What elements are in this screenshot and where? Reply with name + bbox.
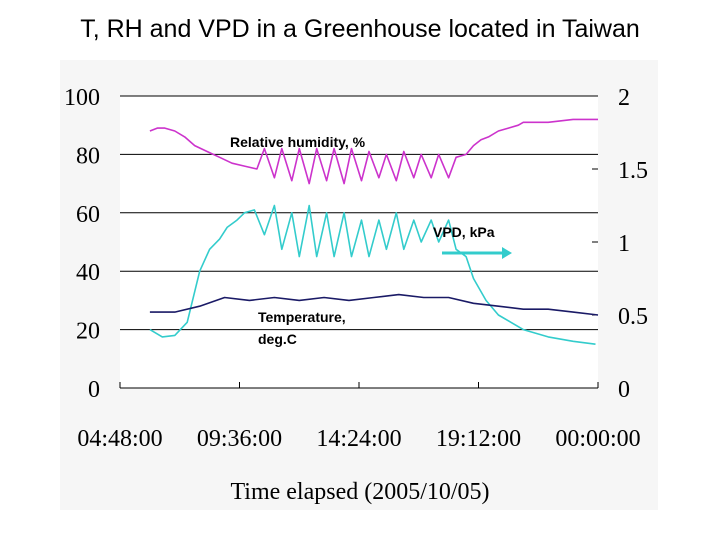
x-tick-label: 19:12:00 <box>436 426 521 452</box>
x-tick-label: 14:24:00 <box>316 426 401 452</box>
y-right-tick-label: 1 <box>618 231 630 257</box>
y-right-tick-label: 1.5 <box>618 158 648 184</box>
plot-area <box>120 96 598 388</box>
vpd-arrow-icon <box>502 247 512 259</box>
series-line-temperature-deg-c <box>149 293 599 316</box>
y-right-tick-label: 0 <box>618 377 630 403</box>
annotation-vpd: VPD, kPa <box>433 224 495 240</box>
y-right-tick-label: 0.5 <box>618 304 648 330</box>
x-axis-title: Time elapsed (2005/10/05) <box>230 479 489 505</box>
series-line-relative-humidity <box>149 118 598 185</box>
annotation-temperature-line2: deg.C <box>258 331 297 347</box>
series-group <box>149 118 599 345</box>
y-right-tick-label: 2 <box>618 85 630 111</box>
series-line-vpd-kpa <box>149 204 596 345</box>
y-left-tick-label: 40 <box>76 260 100 286</box>
tick-labels: 0 20 40 60 80 100 0 0.5 1 1.5 2 04:48:00 09:36:00 14:… <box>64 85 648 452</box>
y-left-tick-label: 80 <box>76 143 100 169</box>
y-left-tick-label: 60 <box>76 202 100 228</box>
annotation-relative-humidity: Relative humidity, % <box>230 134 366 150</box>
y-left-tick-label: 100 <box>64 85 100 111</box>
axes <box>119 95 599 389</box>
y-left-tick-label: 0 <box>88 377 100 403</box>
y-left-tick-label: 20 <box>76 319 100 345</box>
x-tick-label: 04:48:00 <box>77 426 162 452</box>
chart-title: T, RH and VPD in a Greenhouse located in… <box>80 15 640 43</box>
x-tick-label: 00:00:00 <box>555 426 640 452</box>
x-tick-label: 09:36:00 <box>197 426 282 452</box>
annotation-temperature-line1: Temperature, <box>258 309 346 325</box>
